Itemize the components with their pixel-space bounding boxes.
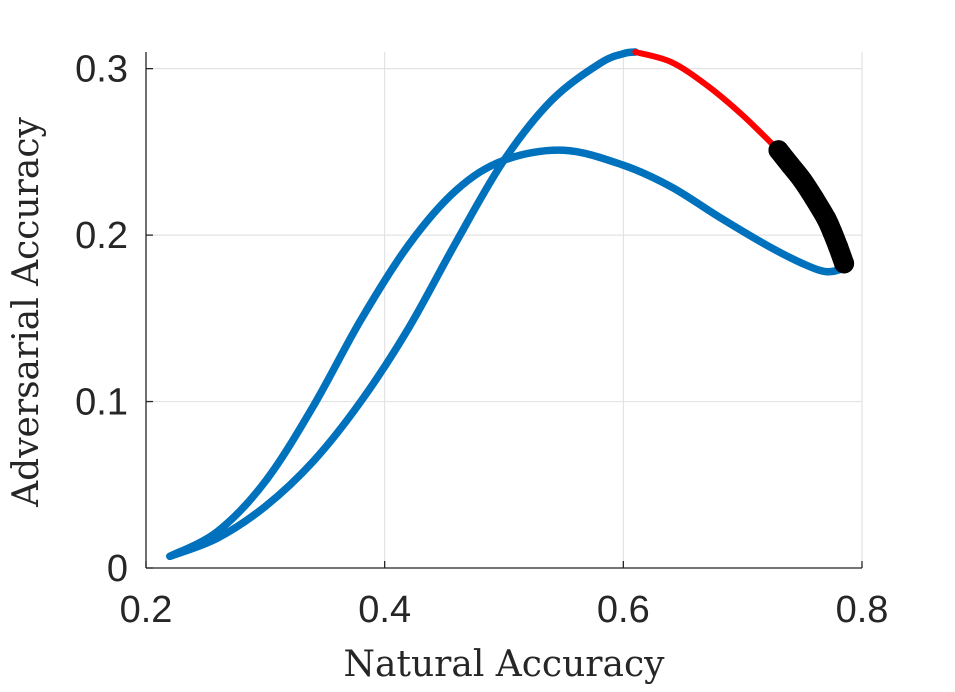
data-point (780, 155, 801, 176)
y-tick-labels: 0 0.1 0.2 0.3 (75, 49, 128, 590)
marker-series (768, 140, 855, 274)
x-axis-label: Natural Accuracy (344, 644, 666, 685)
y-tick-label: 0.3 (75, 49, 128, 91)
x-tick-label: 0.8 (836, 589, 889, 631)
x-tick-label: 0.2 (120, 589, 173, 631)
y-tick-label: 0.1 (75, 382, 128, 424)
data-point (768, 140, 789, 161)
blue-series-line (166, 48, 640, 561)
x-tick-labels: 0.2 0.4 0.6 0.8 (120, 589, 889, 631)
y-tick-label: 0 (107, 548, 128, 590)
plot-area (166, 48, 855, 561)
data-point (792, 170, 813, 191)
x-tick-label: 0.4 (358, 589, 411, 631)
data-point (804, 188, 825, 209)
data-point (822, 221, 843, 242)
x-tick-label: 0.6 (597, 589, 650, 631)
y-tick-label: 0.2 (75, 215, 128, 257)
axes (145, 52, 863, 569)
red-series-line (632, 49, 782, 154)
data-point (828, 236, 849, 257)
blue-series-line (166, 146, 848, 561)
y-axis-label: Adversarial Accuracy (6, 117, 47, 508)
data-point (834, 253, 855, 274)
